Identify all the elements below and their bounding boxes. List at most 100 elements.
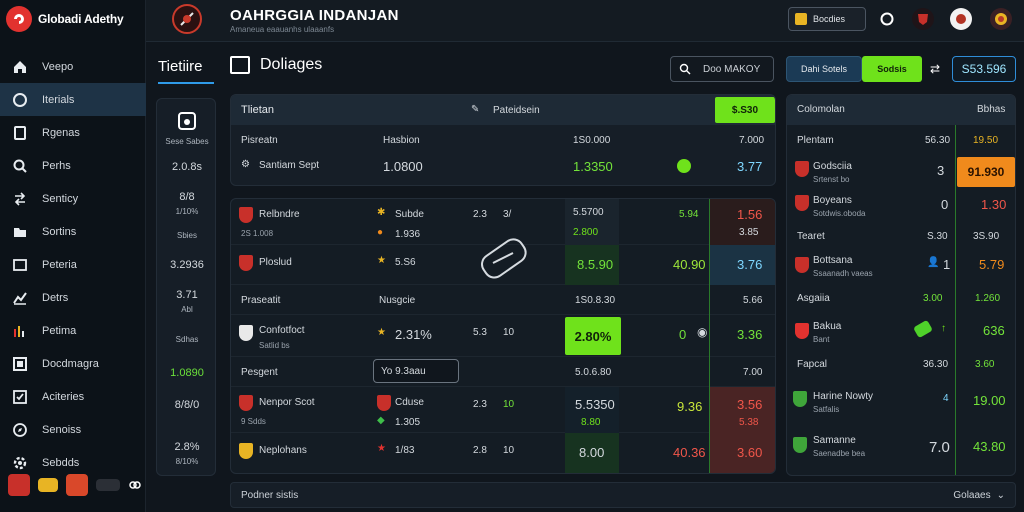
- sidebar-item-docdmagra[interactable]: Docdmagra: [0, 347, 146, 380]
- right-header-label: Colomolan: [797, 104, 845, 115]
- page-title: OAHRGGIA INDANJAN: [230, 7, 399, 24]
- odds-cell[interactable]: [565, 387, 619, 433]
- list-item[interactable]: Boyeans Sotdwis.oboda 0 1.30: [787, 191, 1015, 225]
- summary-action-button[interactable]: $.S30: [715, 97, 775, 123]
- swap-icon[interactable]: ⇄: [930, 62, 941, 76]
- sidebar-item-label: Senticy: [42, 192, 79, 205]
- stat-label: 8/10%: [175, 457, 199, 466]
- right-row-name: Plentam: [797, 135, 834, 146]
- balance-chip[interactable]: S53.596: [952, 56, 1016, 82]
- right-row-odds: 636: [983, 323, 1005, 338]
- table-row[interactable]: Neplohans ★ 1/83 2.8 10 8.00 40.36 3.60: [231, 433, 775, 473]
- sidebar-item-peteria[interactable]: Peteria: [0, 248, 146, 281]
- sidebar-item-label: Sortins: [42, 225, 77, 238]
- team-crest-icon[interactable]: [912, 8, 934, 30]
- user-avatar[interactable]: [950, 8, 972, 30]
- sidebar-item-detrs[interactable]: Detrs: [0, 281, 146, 314]
- sidebar-item-senticy[interactable]: Senticy: [0, 182, 146, 215]
- sidebar-item-veepo[interactable]: Veepo: [0, 50, 146, 83]
- list-item[interactable]: Godsciia Srtenst bo 3 91.930: [787, 157, 1015, 191]
- odds-cell[interactable]: [709, 433, 775, 473]
- sidebar-item-senoiss[interactable]: Senoiss: [0, 413, 146, 446]
- bottom-bar-dropdown[interactable]: Golaaes ⌄: [953, 490, 1005, 501]
- odds-value: 5.5350: [575, 397, 615, 412]
- match-mid: Cduse: [395, 397, 424, 408]
- right-row-value: 36.30: [923, 359, 949, 370]
- tab-underline: [158, 82, 214, 84]
- list-item[interactable]: Harine Nowty Satfalis 4 19.00: [787, 385, 1015, 425]
- list-item[interactable]: Bottsana Ssaanadh vaeas 👤 1 5.79: [787, 251, 1015, 285]
- top-header: [146, 0, 1024, 42]
- odds-value: 3.85: [739, 227, 759, 238]
- right-row-sub: Bant: [813, 335, 830, 344]
- sidebar-item-sebdds[interactable]: Sebdds: [0, 446, 146, 479]
- team-crest-icon: [793, 437, 807, 453]
- doc-icon: [230, 56, 250, 74]
- tab-label[interactable]: Tietiire: [158, 58, 203, 75]
- odds-cell[interactable]: [709, 387, 775, 433]
- diamond-icon: ◆: [377, 415, 385, 426]
- club-badge-icon[interactable]: [990, 8, 1012, 30]
- sidebar-item-iterials[interactable]: Iterials: [0, 83, 146, 116]
- odds-cell[interactable]: [565, 199, 619, 245]
- box-icon: [12, 257, 28, 273]
- active-filter-chip[interactable]: Sodsis: [862, 56, 922, 82]
- table-row[interactable]: Pesgent Yo 9.3aau 5.0.6.80 7.00: [231, 357, 775, 387]
- table-row[interactable]: Nenpor Scot 9 Sdds Cduse ◆ 1.305 2.3 10 …: [231, 387, 775, 433]
- odds-cell[interactable]: [565, 433, 619, 473]
- sidebar-item-label: Aciteries: [42, 390, 85, 403]
- sidebar-item-aciteries[interactable]: Aciteries: [0, 380, 146, 413]
- bottom-bar[interactable]: Podner sistis Golaaes ⌄: [230, 482, 1016, 508]
- summary-header-mid: Pateidsein: [493, 105, 540, 116]
- right-row-name: Boyeans: [813, 195, 852, 206]
- bet-slip-chip[interactable]: [373, 359, 459, 383]
- odds-value: 9.36: [677, 399, 703, 414]
- filter-chip[interactable]: Dahi Sotels: [786, 56, 862, 82]
- bookmarks-button[interactable]: Bocdies: [788, 7, 866, 31]
- search-value: Doo MAKOY: [703, 63, 761, 75]
- right-row-name: Samanne: [813, 435, 856, 446]
- search-input[interactable]: Doo MAKOY: [670, 56, 774, 82]
- team-name: Neplohans: [259, 445, 307, 456]
- sidebar-item-petima[interactable]: Petima: [0, 314, 146, 347]
- right-row-sub: Srtenst bo: [813, 175, 850, 184]
- sidebar-item-perhs[interactable]: Perhs: [0, 149, 146, 182]
- odds-value: 7.00: [743, 367, 763, 378]
- bet-slip-label: Yo 9.3aau: [381, 366, 426, 377]
- odds-cell[interactable]: [709, 245, 775, 285]
- brand[interactable]: Globadi Adethy: [6, 6, 124, 32]
- table-row[interactable]: Confotfoct Satlid bs ★ 2.31% 5.3 10 2.80…: [231, 315, 775, 357]
- score-away: 10: [503, 445, 515, 456]
- sidebar-item-rgenas[interactable]: Rgenas: [0, 116, 146, 149]
- sidebar-item-label: Veepo: [42, 60, 74, 73]
- table-row[interactable]: Ploslud ★ 5.S6 8.5.90 40.90 3.76: [231, 245, 775, 285]
- right-row-sub: Saenadbe bea: [813, 449, 866, 458]
- table-row[interactable]: Praseatit Nusgcie 1S0.8.30 5.66: [231, 285, 775, 315]
- odds-selected-button[interactable]: 2.80%: [565, 317, 621, 355]
- star-icon: ★: [377, 327, 386, 338]
- refresh-icon[interactable]: [876, 8, 898, 30]
- list-item[interactable]: Plentam 56.30 19.50: [787, 125, 1015, 157]
- summary-col-label: Pisreatn: [241, 135, 278, 146]
- bottom-bar-label: Podner sistis: [241, 489, 299, 501]
- right-row-value: S.30: [927, 231, 948, 242]
- sidebar-item-label: Peteria: [42, 258, 77, 271]
- odds-value: 40.36: [673, 445, 706, 460]
- list-item[interactable]: Fapcal 36.30 3.60: [787, 351, 1015, 381]
- camera-icon[interactable]: [157, 111, 217, 131]
- search-icon: [12, 158, 28, 174]
- list-item[interactable]: Tearet S.30 3S.90: [787, 225, 1015, 251]
- right-row-name: Fapcal: [797, 359, 828, 370]
- list-item[interactable]: Asgaiia 3.00 1.260: [787, 285, 1015, 315]
- list-item[interactable]: Bakua Bant ↑ 636: [787, 315, 1015, 351]
- sidebar-item-sortins[interactable]: Sortins: [0, 215, 146, 248]
- summary-cyan-value: 3.77: [737, 159, 763, 174]
- odds-cell[interactable]: [709, 199, 775, 245]
- list-item[interactable]: Samanne Saenadbe bea 7.0 43.80: [787, 429, 1015, 469]
- sidebar-partner-logos: [8, 474, 142, 496]
- right-row-value: 1: [943, 257, 951, 272]
- match-mid: 1/83: [395, 445, 415, 456]
- home-icon: [12, 59, 28, 75]
- right-row-odds-selected[interactable]: 91.930: [957, 157, 1015, 187]
- odds-cell[interactable]: [565, 245, 619, 285]
